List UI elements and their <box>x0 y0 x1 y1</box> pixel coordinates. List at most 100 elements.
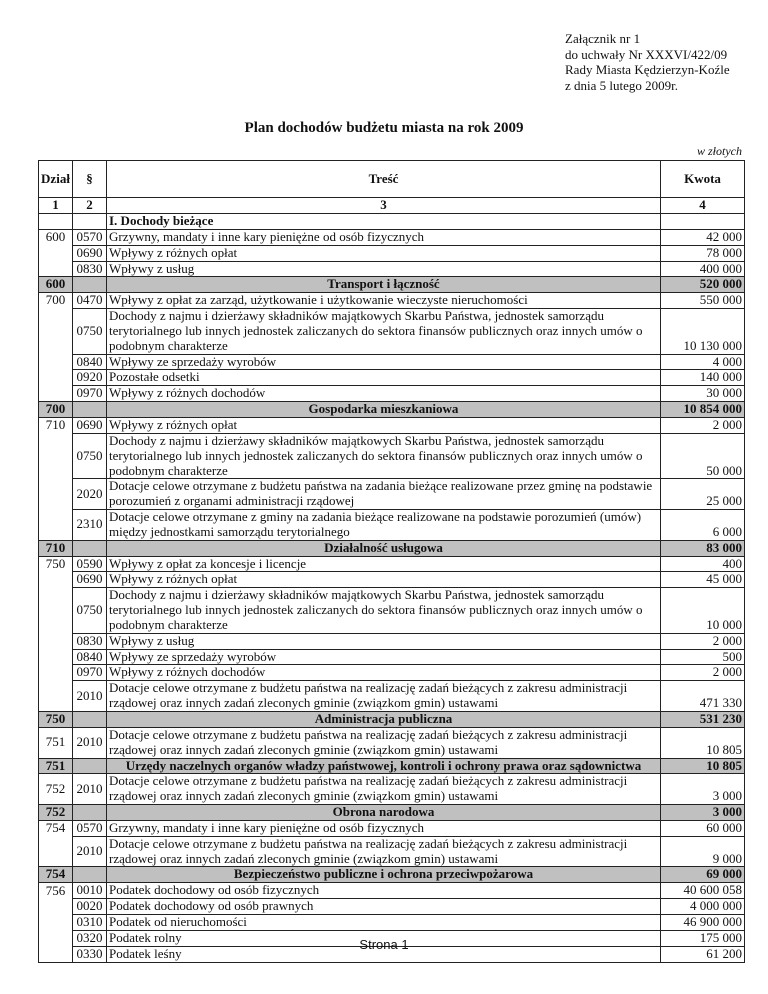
table-row: 750 0590 Wpływy z opłat za koncesje i lice… <box>38 555 745 572</box>
paragraph-cell <box>72 213 107 230</box>
paragraph-cell: 0750 <box>72 587 107 634</box>
paragraph-cell <box>72 276 107 294</box>
annex-line: Załącznik nr 1 <box>565 31 641 46</box>
description-cell: Dochody z najmu i dzierżawy składników m… <box>106 308 661 355</box>
amount-cell: 50 000 <box>660 432 745 479</box>
paragraph-cell <box>72 866 107 884</box>
dzial-cell: 752 <box>38 773 73 805</box>
amount-cell: 471 330 <box>660 680 745 712</box>
dzial-cell <box>38 509 73 541</box>
paragraph-cell: 0830 <box>72 632 107 650</box>
amount-cell: 550 000 <box>660 292 745 309</box>
dzial-cell <box>38 385 73 402</box>
dzial-cell <box>38 898 73 915</box>
table-row: 0690 Wpływy z różnych opłat 45 000 <box>38 571 745 588</box>
description-cell: Wpływy ze sprzedaży wyrobów <box>106 353 661 370</box>
description-cell: Wpływy z opłat za zarząd, użytkowanie i … <box>106 292 661 309</box>
description-cell: Wpływy z usług <box>106 260 661 277</box>
description-cell: Obrona narodowa <box>106 804 661 821</box>
amount-cell: 10 854 000 <box>660 401 745 418</box>
amount-cell: 3 000 <box>660 804 745 821</box>
table-row: 600 0570 Grzywny, mandaty i inne kary pien… <box>38 228 745 246</box>
table-row: 0840 Wpływy ze sprzedaży wyrobów 4 000 <box>38 353 745 370</box>
column-number: 4 <box>660 197 745 214</box>
dzial-cell: 750 <box>38 555 73 572</box>
description-cell: Pozostałe odsetki <box>106 369 661 386</box>
amount-cell: 10 130 000 <box>660 308 745 355</box>
dzial-cell <box>38 914 73 931</box>
dzial-cell: 710 <box>38 539 73 557</box>
table-row: 0750 Dochody z najmu i dzierżawy składnik… <box>38 432 745 479</box>
dzial-cell: 754 <box>38 819 73 837</box>
paragraph-cell: 0590 <box>72 555 107 572</box>
paragraph-cell: 0690 <box>72 244 107 262</box>
table-row: 0310 Podatek od nieruchomości 46 900 000 <box>38 913 745 931</box>
paragraph-cell: 0570 <box>72 819 107 837</box>
dzial-cell <box>38 245 73 262</box>
description-cell: Dotacje celowe otrzymane z budżetu państ… <box>106 726 661 759</box>
amount-cell: 2 000 <box>660 416 745 434</box>
section-total-row: 754 Bezpieczeństwo publiczne i ochrona pr… <box>38 866 745 884</box>
description-cell: Wpływy z różnych opłat <box>106 571 661 588</box>
dzial-cell: 752 <box>38 804 73 821</box>
paragraph-cell: 0570 <box>72 228 107 246</box>
description-cell: Dotacje celowe otrzymane z budżetu państ… <box>106 773 661 805</box>
dzial-cell <box>38 308 73 355</box>
paragraph-cell: 2010 <box>72 726 107 759</box>
amount-cell: 3 000 <box>660 773 745 805</box>
table-row: 2310 Dotacje celowe otrzymane z gminy na … <box>38 509 745 541</box>
paragraph-cell: 0750 <box>72 308 107 355</box>
paragraph-cell: 0840 <box>72 353 107 370</box>
description-cell: Wpływy z różnych dochodów <box>106 385 661 402</box>
paragraph-cell: 0330 <box>72 945 107 963</box>
dzial-cell: 756 <box>38 882 73 899</box>
dzial-cell: 750 <box>38 711 73 728</box>
description-cell: Dotacje celowe otrzymane z gminy na zada… <box>106 509 661 541</box>
dzial-cell <box>38 213 73 230</box>
paragraph-cell: 2310 <box>72 509 107 541</box>
amount-cell: 69 000 <box>660 866 745 884</box>
paragraph-cell: 0750 <box>72 432 107 479</box>
description-cell: Podatek dochodowy od osób prawnych <box>106 898 661 915</box>
table-row: 0920 Pozostałe odsetki 140 000 <box>38 369 745 386</box>
section-heading-row: I. Dochody bieżące <box>38 213 745 230</box>
description-cell: Wpływy z usług <box>106 632 661 650</box>
table-row: 2010 Dotacje celowe otrzymane z budżetu p… <box>38 680 745 712</box>
description-cell: Wpływy ze sprzedaży wyrobów <box>106 648 661 665</box>
description-cell: Podatek leśny <box>106 945 661 963</box>
table-row: 2010 Dotacje celowe otrzymane z budżetu p… <box>38 835 745 867</box>
amount-cell: 2 000 <box>660 664 745 681</box>
table-row: 0830 Wpływy z usług 2 000 <box>38 632 745 650</box>
currency-unit: w złotych <box>697 144 742 158</box>
description-cell: Dotacje celowe otrzymane z budżetu państ… <box>106 680 661 712</box>
dzial-cell: 754 <box>38 866 73 884</box>
paragraph-cell <box>72 401 107 418</box>
amount-cell: 10 805 <box>660 726 745 759</box>
amount-cell: 400 <box>660 555 745 572</box>
amount-cell: 4 000 <box>660 353 745 370</box>
dzial-cell: 700 <box>38 292 73 309</box>
header-dzial: Dział <box>38 160 73 198</box>
table-row: 0970 Wpływy z różnych dochodów 2 000 <box>38 664 745 681</box>
amount-cell: 61 200 <box>660 945 745 963</box>
table-row: 751 2010 Dotacje celowe otrzymane z budżet… <box>38 726 745 759</box>
description-cell: Wpływy z opłat za koncesje i licencje <box>106 555 661 572</box>
dzial-cell: 710 <box>38 416 73 434</box>
paragraph-cell: 2010 <box>72 773 107 805</box>
description-cell: Transport i łączność <box>106 276 661 294</box>
description-cell: Podatek od nieruchomości <box>106 913 661 931</box>
paragraph-cell: 0470 <box>72 292 107 309</box>
amount-cell: 500 <box>660 648 745 665</box>
section-total-row: 700 Gospodarka mieszkaniowa 10 854 000 <box>38 401 745 418</box>
amount-cell: 400 000 <box>660 260 745 277</box>
annex-line: do uchwały Nr XXXVI/422/09 <box>565 46 728 62</box>
section-total-row: 751 Urzędy naczelnych organów władzy pańs… <box>38 757 745 775</box>
amount-cell: 30 000 <box>660 385 745 402</box>
description-cell: Działalność usługowa <box>106 539 661 557</box>
dzial-cell <box>38 354 73 370</box>
column-number-row: 1 2 3 4 <box>38 197 745 214</box>
paragraph-cell: 0970 <box>72 664 107 681</box>
dzial-cell <box>38 261 73 277</box>
paragraph-cell <box>72 804 107 821</box>
paragraph-cell: 2010 <box>72 680 107 712</box>
